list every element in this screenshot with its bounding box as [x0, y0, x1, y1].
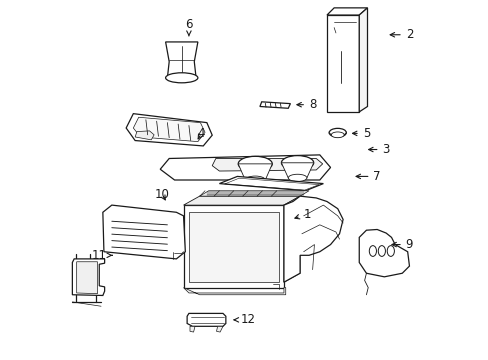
Polygon shape [160, 155, 330, 180]
Text: 8: 8 [296, 98, 316, 111]
Polygon shape [219, 176, 323, 191]
Polygon shape [126, 114, 212, 146]
Polygon shape [77, 262, 97, 294]
Text: 11: 11 [92, 249, 112, 262]
Text: 12: 12 [234, 313, 255, 327]
Text: 6: 6 [185, 18, 192, 36]
Text: 9: 9 [391, 238, 412, 251]
Ellipse shape [386, 246, 394, 256]
Ellipse shape [330, 132, 344, 138]
Polygon shape [326, 15, 359, 112]
Ellipse shape [165, 73, 198, 83]
Text: 3: 3 [368, 143, 389, 156]
Ellipse shape [287, 174, 306, 181]
Text: 10: 10 [154, 188, 169, 201]
Polygon shape [216, 326, 223, 332]
Text: 2: 2 [389, 28, 412, 41]
Polygon shape [72, 259, 104, 296]
Polygon shape [359, 8, 367, 112]
Polygon shape [102, 205, 185, 259]
Text: 1: 1 [294, 208, 310, 221]
Polygon shape [133, 117, 204, 141]
Polygon shape [284, 196, 300, 282]
Polygon shape [135, 131, 154, 140]
Text: 4: 4 [197, 127, 205, 140]
Ellipse shape [238, 156, 272, 171]
Polygon shape [326, 8, 367, 15]
Text: 7: 7 [355, 170, 380, 183]
Ellipse shape [281, 156, 313, 170]
Polygon shape [359, 229, 408, 277]
Polygon shape [188, 212, 278, 282]
Ellipse shape [328, 129, 346, 137]
Polygon shape [260, 102, 290, 108]
Polygon shape [183, 205, 284, 288]
Polygon shape [187, 314, 225, 326]
Polygon shape [238, 164, 272, 180]
Polygon shape [183, 196, 300, 205]
Ellipse shape [244, 176, 265, 184]
Polygon shape [165, 42, 198, 78]
Polygon shape [281, 163, 313, 178]
Text: 5: 5 [352, 127, 369, 140]
Polygon shape [284, 196, 343, 282]
Polygon shape [199, 191, 308, 196]
Polygon shape [183, 288, 285, 295]
Polygon shape [190, 326, 195, 332]
Polygon shape [212, 158, 322, 171]
Ellipse shape [368, 246, 376, 256]
Ellipse shape [378, 246, 385, 256]
